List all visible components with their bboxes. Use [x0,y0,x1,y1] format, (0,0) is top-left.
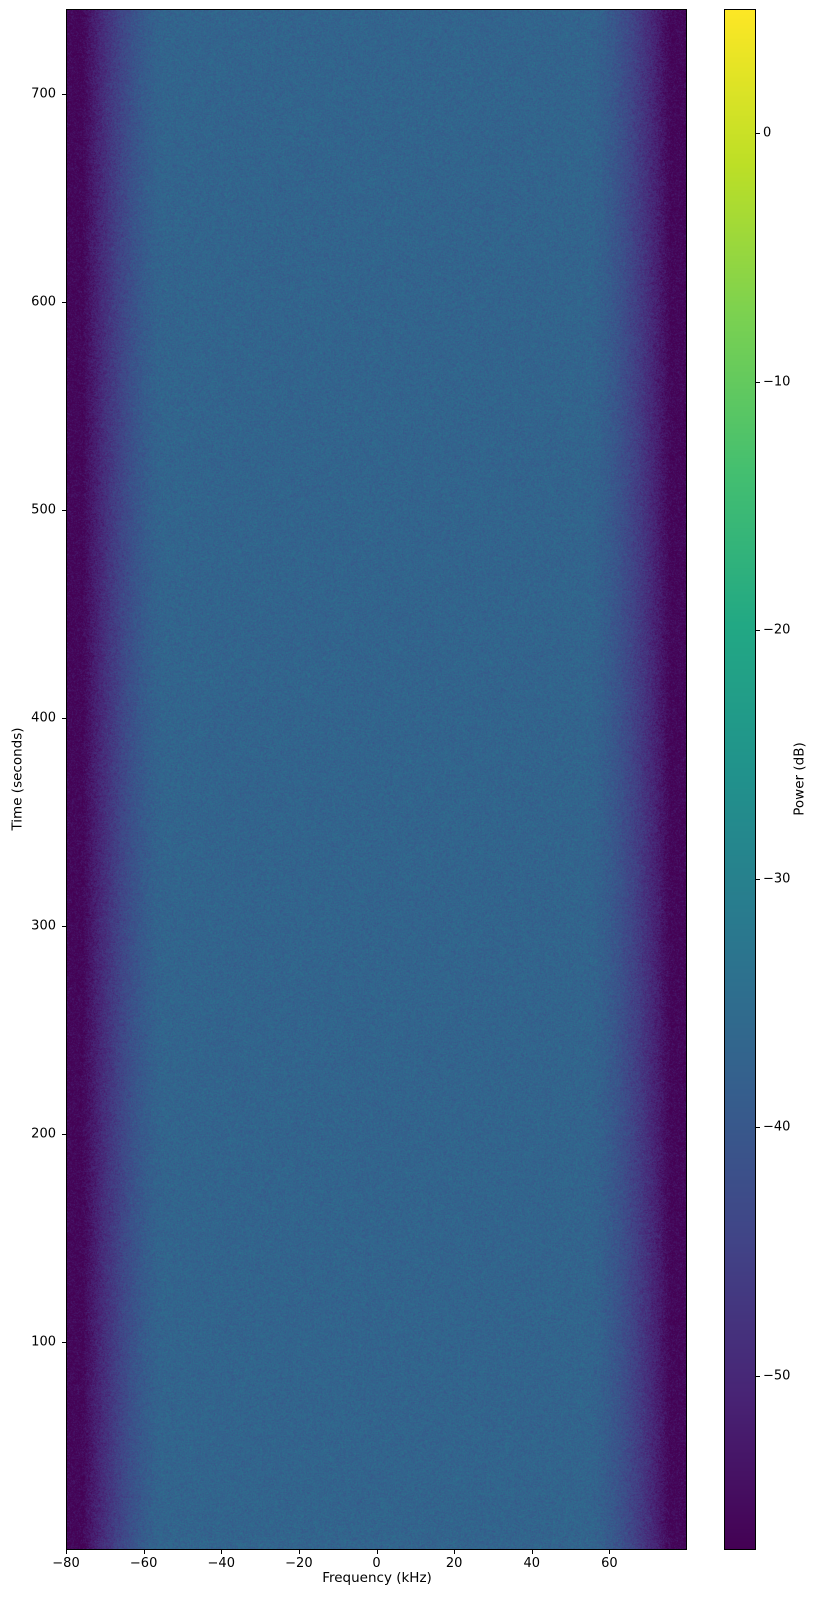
y-tick [62,94,66,95]
x-tick [377,1550,378,1554]
y-tick-label: 300 [0,920,56,933]
colorbar-tick [756,133,760,134]
colorbar-tick [756,879,760,880]
colorbar-tick-label: −20 [763,624,790,637]
colorbar-tick [756,382,760,383]
x-tick [454,1550,455,1554]
spectrogram-axes [66,9,687,1550]
x-tick [66,1550,67,1554]
colorbar [724,9,756,1550]
x-tick [609,1550,610,1554]
colorbar-tick-label: −10 [763,375,790,388]
y-tick-label: 700 [0,88,56,101]
x-tick-label: 40 [523,1557,540,1570]
colorbar-tick-label: −30 [763,872,790,885]
x-tick-label: 60 [601,1557,618,1570]
colorbar-tick [756,1127,760,1128]
y-tick-label: 200 [0,1128,56,1141]
y-tick [62,1134,66,1135]
x-tick [221,1550,222,1554]
x-axis-label: Frequency (kHz) [322,1572,432,1586]
x-tick [299,1550,300,1554]
y-tick [62,718,66,719]
y-tick [62,510,66,511]
y-tick-label: 500 [0,504,56,517]
x-tick-label: 0 [372,1557,380,1570]
colorbar-tick-label: −50 [763,1370,790,1383]
x-tick [532,1550,533,1554]
colorbar-label: Power (dB) [793,742,807,815]
y-tick [62,302,66,303]
colorbar-tick [756,1376,760,1377]
y-tick [62,926,66,927]
x-tick-label: −60 [130,1557,157,1570]
y-tick-label: 600 [0,296,56,309]
colorbar-gradient [725,10,755,1549]
y-tick [62,1342,66,1343]
colorbar-tick-label: 0 [763,127,771,140]
spectrogram-image [67,10,686,1549]
y-tick-label: 100 [0,1336,56,1349]
y-tick-label: 400 [0,712,56,725]
colorbar-tick-label: −40 [763,1121,790,1134]
colorbar-tick [756,630,760,631]
x-tick-label: 20 [446,1557,463,1570]
x-tick-label: −80 [52,1557,79,1570]
x-tick-label: −40 [208,1557,235,1570]
matplotlib-figure: Frequency (kHz) Time (seconds) Power (dB… [0,0,823,1603]
x-tick-label: −20 [285,1557,312,1570]
x-tick [144,1550,145,1554]
y-axis-label: Time (seconds) [11,727,25,830]
